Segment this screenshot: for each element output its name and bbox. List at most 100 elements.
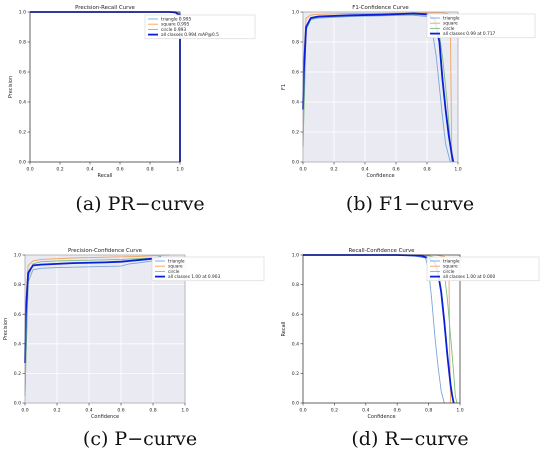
x-tick-label: 0.0 xyxy=(21,408,28,414)
y-tick-label: 0.2 xyxy=(292,371,299,377)
y-tick-label: 0.0 xyxy=(19,160,26,166)
chart-title: Precision-Confidence Curve xyxy=(68,248,143,254)
x-tick-label: 1.0 xyxy=(176,167,183,173)
x-tick-label: 0.8 xyxy=(149,408,156,414)
series-line-all_classes xyxy=(24,256,162,364)
legend-label-square: square xyxy=(443,21,458,27)
y-tick-label: 0.4 xyxy=(292,100,299,106)
x-tick-label: 0.2 xyxy=(56,167,63,173)
x-tick-label: 0.6 xyxy=(394,408,401,414)
series-line-square xyxy=(302,12,453,163)
series-line-all_classes xyxy=(303,254,455,404)
caption-r-curve: (d) R−curve xyxy=(351,428,469,450)
legend-box xyxy=(151,256,265,282)
x-tick-label: 0.4 xyxy=(362,408,369,414)
axes-frame xyxy=(302,254,461,404)
x-tick-label: 0.2 xyxy=(330,167,337,173)
y-tick-label: 0.4 xyxy=(14,341,21,347)
legend-label-all_classes: all classes 0.99 at 0.717 xyxy=(443,31,495,37)
chart-title: Precision-Recall Curve xyxy=(75,5,135,11)
x-axis-label: Confidence xyxy=(91,414,119,420)
y-tick-label: 0.6 xyxy=(292,312,299,318)
x-tick-label: 0.2 xyxy=(331,408,338,414)
legend-label-circle: circle xyxy=(443,26,455,32)
x-axis-label: Confidence xyxy=(367,414,395,420)
axes-frame xyxy=(302,11,459,163)
x-tick-label: 0.6 xyxy=(117,408,124,414)
axes-frame xyxy=(29,11,181,163)
chart-title: F1-Confidence Curve xyxy=(352,5,409,11)
legend-label-all_classes: all classes 1.00 at 0.903 xyxy=(168,274,220,280)
x-tick-label: 0.8 xyxy=(425,408,432,414)
caption-pr-curve: (a) PR−curve xyxy=(75,193,205,215)
p-curve-chart: 0.0 0.2 0.4 0.6 0.8 1.0 0.0 0.2 0.4 0.6 0.8 1.0 Prec… xyxy=(3,248,265,420)
legend-label-square: square xyxy=(168,264,183,270)
y-tick-label: 0.2 xyxy=(292,130,299,136)
x-tick-label: 1.0 xyxy=(181,408,188,414)
legend-label-all_classes: all classes 1.00 at 0.000 xyxy=(443,274,495,280)
x-tick-label: 0.2 xyxy=(53,408,60,414)
legend-box xyxy=(144,14,256,40)
series-line-all_classes xyxy=(302,12,455,163)
y-axis-label: F1 xyxy=(281,84,287,90)
legend-label-triangle: triangle xyxy=(168,259,185,265)
y-tick-label: 1.0 xyxy=(292,10,299,16)
series-line-circle xyxy=(24,256,162,396)
x-tick-label: 0.4 xyxy=(85,408,92,414)
y-axis-label: Precision xyxy=(3,318,9,340)
y-tick-label: 0.0 xyxy=(14,401,21,407)
legend-label-all_classes: all classes 0.994 mAP@0.5 xyxy=(161,32,219,38)
y-tick-label: 0.6 xyxy=(14,312,21,318)
y-tick-label: 0.6 xyxy=(292,70,299,76)
y-tick-label: 1.0 xyxy=(292,253,299,259)
x-tick-label: 0.6 xyxy=(392,167,399,173)
y-tick-label: 0.8 xyxy=(19,40,26,46)
y-tick-label: 0.4 xyxy=(19,100,26,106)
y-tick-label: 0.8 xyxy=(292,282,299,288)
axes-frame xyxy=(24,254,186,404)
x-tick-label: 0.8 xyxy=(423,167,430,173)
y-axis-label: Recall xyxy=(281,322,287,337)
legend-box xyxy=(426,256,540,282)
y-tick-label: 1.0 xyxy=(14,253,21,259)
y-tick-label: 0.2 xyxy=(14,371,21,377)
legend-box xyxy=(426,13,536,39)
y-tick-label: 0.2 xyxy=(19,130,26,136)
legend-label-triangle: triangle 0.995 xyxy=(161,17,191,23)
x-tick-label: 0.0 xyxy=(299,167,306,173)
caption-p-curve: (c) P−curve xyxy=(82,428,198,450)
legend-label-circle: circle 0.993 xyxy=(161,27,186,33)
legend-label-triangle: triangle xyxy=(443,259,460,265)
legend-label-triangle: triangle xyxy=(443,16,460,22)
chart-title: Recall-Confidence Curve xyxy=(349,248,416,254)
y-tick-label: 0.8 xyxy=(292,40,299,46)
y-tick-label: 0.0 xyxy=(292,160,299,166)
x-tick-label: 1.0 xyxy=(454,167,461,173)
y-tick-label: 0.8 xyxy=(14,282,21,288)
pr-curve-chart: 0.0 0.2 0.4 0.6 0.8 1.0 0.0 0.2 0.4 0.6 0.8 1.0 Prec… xyxy=(8,5,256,179)
caption-f1-curve: (b) F1−curve xyxy=(345,193,475,215)
r-curve-chart: 0.0 0.2 0.4 0.6 0.8 1.0 0.0 0.2 0.4 0.6 0.8 1.0 Reca… xyxy=(281,248,540,420)
x-tick-label: 0.6 xyxy=(116,167,123,173)
y-tick-label: 0.6 xyxy=(19,70,26,76)
legend-label-square: square 0.995 xyxy=(161,22,190,28)
y-axis-label: Precision xyxy=(8,76,14,98)
y-tick-label: 1.0 xyxy=(19,10,26,16)
f1-curve-chart: 0.0 0.2 0.4 0.6 0.8 1.0 0.0 0.2 0.4 0.6 0.8 1.0 F1-C… xyxy=(281,5,536,179)
legend-label-circle: circle xyxy=(168,269,180,275)
x-tick-label: 0.4 xyxy=(86,167,93,173)
x-tick-label: 0.0 xyxy=(26,167,33,173)
y-tick-label: 0.4 xyxy=(292,341,299,347)
y-tick-label: 0.0 xyxy=(292,401,299,407)
x-axis-label: Recall xyxy=(98,173,113,179)
x-tick-label: 1.0 xyxy=(456,408,463,414)
x-tick-label: 0.4 xyxy=(361,167,368,173)
x-axis-label: Confidence xyxy=(366,173,394,179)
x-tick-label: 0.0 xyxy=(299,408,306,414)
legend-label-circle: circle xyxy=(443,269,455,275)
